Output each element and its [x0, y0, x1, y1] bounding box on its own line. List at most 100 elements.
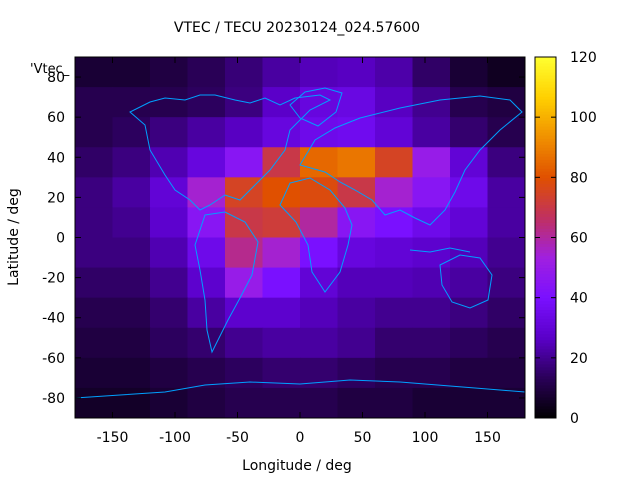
colorbar-segment: [535, 327, 556, 332]
colorbar-segment: [535, 153, 556, 157]
y-tick-label: 40: [47, 150, 65, 166]
heatmap-cell: [187, 387, 226, 418]
heatmap-cell: [375, 117, 414, 148]
colorbar-segment: [535, 231, 556, 235]
heatmap-cell: [375, 147, 414, 178]
colorbar-segment: [535, 336, 556, 341]
heatmap-cell: [487, 267, 525, 299]
heatmap-cell: [187, 207, 226, 239]
colorbar-segment: [535, 306, 556, 311]
heatmap-cell: [450, 237, 489, 269]
heatmap-cell: [225, 147, 264, 178]
heatmap-cell: [412, 237, 451, 269]
colorbar-segment: [535, 207, 556, 211]
heatmap-cell: [225, 177, 264, 209]
heatmap-cell: [262, 327, 301, 359]
heatmap-cell: [75, 297, 114, 329]
colorbar-segment: [535, 114, 556, 118]
heatmap-cell: [187, 267, 226, 299]
colorbar-segment: [535, 123, 556, 127]
colorbar-segment: [535, 66, 556, 70]
colorbar-segment: [535, 276, 556, 281]
heatmap-cell: [375, 327, 414, 359]
heatmap-cell: [112, 87, 151, 118]
colorbar-segment: [535, 399, 556, 404]
heatmap-cell: [450, 147, 489, 178]
heatmap-cell: [487, 297, 525, 329]
heatmap-cell: [450, 87, 489, 118]
colorbar-segment: [535, 225, 556, 229]
heatmap-cell: [262, 207, 301, 239]
heatmap-cell: [75, 177, 114, 209]
heatmap-cell: [225, 87, 264, 118]
heatmap-cell: [225, 57, 264, 88]
heatmap-cell: [412, 147, 451, 178]
colorbar-segment: [535, 126, 556, 130]
colorbar-segment: [535, 411, 556, 416]
heatmap-cell: [150, 297, 189, 329]
heatmap-cell: [112, 57, 151, 88]
heatmap-cell: [412, 57, 451, 88]
colorbar-ticks: 0 20 40 60 80 100 120: [535, 50, 597, 427]
colorbar-segment: [535, 87, 556, 91]
heatmap-cell: [187, 57, 226, 88]
colorbar-segment: [535, 297, 556, 302]
x-tick-label: -150: [97, 430, 129, 446]
colorbar-segment: [535, 60, 556, 64]
heatmap-cell: [262, 57, 301, 88]
heatmap-cell: [337, 357, 376, 389]
colorbar-segment: [535, 138, 556, 142]
heatmap-cell: [75, 357, 114, 389]
colorbar-tick-label: 60: [570, 231, 588, 247]
colorbar-segment: [535, 261, 556, 266]
heatmap-cell: [450, 177, 489, 209]
colorbar-segment: [535, 213, 556, 217]
y-tick-label: 80: [47, 70, 65, 86]
heatmap-cell: [300, 297, 339, 329]
colorbar-segment: [535, 240, 556, 245]
heatmap-cell: [262, 297, 301, 329]
heatmap-cell: [112, 297, 151, 329]
heatmap-cell: [487, 387, 525, 418]
heatmap-cell: [450, 357, 489, 389]
colorbar-segment: [535, 204, 556, 208]
colorbar-segment: [535, 258, 556, 263]
heatmap-cell: [150, 327, 189, 359]
colorbar-segment: [535, 69, 556, 73]
colorbar-segment: [535, 165, 556, 169]
heatmap-cell: [487, 357, 525, 389]
coastline-antarctica: [75, 379, 525, 399]
heatmap-cell: [112, 117, 151, 148]
heatmap-cell: [487, 207, 525, 239]
heatmap-cell: [300, 57, 339, 88]
coastline-africa: [279, 177, 353, 293]
heatmap-cell: [337, 87, 376, 118]
colorbar-segment: [535, 354, 556, 359]
heatmap-cell: [225, 357, 264, 389]
colorbar-segment: [535, 294, 556, 299]
heatmap-cell: [112, 237, 151, 269]
colorbar-segment: [535, 408, 556, 413]
colorbar-segment: [535, 384, 556, 389]
heatmap-cell: [487, 117, 525, 148]
colorbar-segment: [535, 414, 556, 419]
colorbar-segment: [535, 381, 556, 386]
heatmap-cell: [450, 267, 489, 299]
colorbar-segment: [535, 264, 556, 269]
colorbar-segment: [535, 180, 556, 184]
heatmap-cell: [375, 237, 414, 269]
heatmap-cell: [450, 57, 489, 88]
heatmap-cell: [262, 267, 301, 299]
colorbar-segment: [535, 132, 556, 136]
colorbar-segment: [535, 90, 556, 94]
colorbar-segment: [535, 192, 556, 196]
y-axis-ticks: -80 -60 -40 -20 0 20 40 60 80: [42, 70, 525, 407]
colorbar-segment: [535, 183, 556, 187]
heatmap-cell: [150, 177, 189, 209]
heatmap-cell: [262, 387, 301, 418]
heatmap-cell: [487, 177, 525, 209]
y-tick-label: -60: [42, 351, 65, 367]
colorbar-segment: [535, 348, 556, 353]
colorbar-segment: [535, 393, 556, 398]
heatmap-cell: [375, 297, 414, 329]
